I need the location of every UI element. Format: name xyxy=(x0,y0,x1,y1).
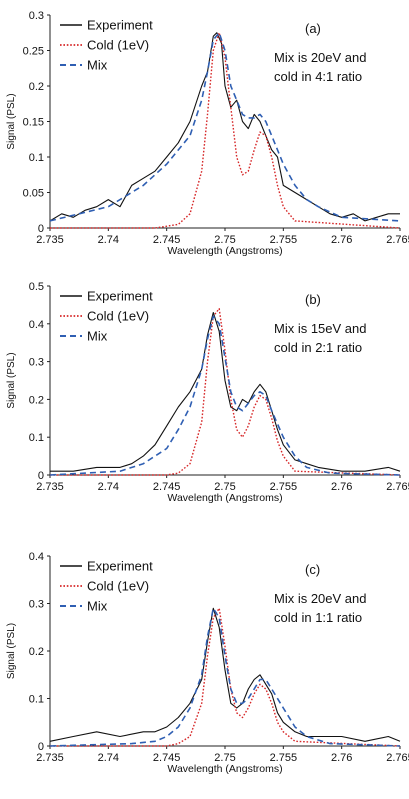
series-cold-1ev-line xyxy=(50,607,401,747)
series-mix-line xyxy=(49,31,401,222)
x-tick-label: 2.74 xyxy=(98,752,119,764)
y-tick-label: 0 xyxy=(38,223,44,235)
x-tick-label: 2.765 xyxy=(386,234,409,246)
x-tick-label: 2.75 xyxy=(214,481,235,493)
x-tick-label: 2.735 xyxy=(36,752,64,764)
series-experiment-line xyxy=(49,32,400,222)
y-tick-label: 0.2 xyxy=(29,394,44,406)
legend-entry: Experiment xyxy=(87,18,153,33)
x-tick-label: 2.745 xyxy=(153,234,181,246)
panel-label: (c) xyxy=(305,562,320,577)
y-tick-label: 0.4 xyxy=(29,551,44,563)
x-tick-label: 2.74 xyxy=(98,481,119,493)
x-tick-label: 2.76 xyxy=(331,752,352,764)
y-tick-label: 0.2 xyxy=(29,646,44,658)
annotation-text: cold in 1:1 ratio xyxy=(274,610,362,625)
x-tick-label: 2.755 xyxy=(270,481,298,493)
annotation-text: cold in 2:1 ratio xyxy=(274,340,362,355)
x-tick-label: 2.745 xyxy=(153,752,181,764)
chart-panel-a: 0 0.05 0.1 0.15 0.2 0.25 0.3 2.735 2.74 2.745 2.75… xyxy=(6,10,409,257)
y-tick-label: 0.05 xyxy=(23,188,44,200)
series-experiment-line xyxy=(50,311,401,472)
legend-entry: Experiment xyxy=(87,289,153,304)
panel-label: (b) xyxy=(305,292,321,307)
series-cold-1ev-line xyxy=(50,32,401,229)
y-tick-label: 0.5 xyxy=(29,281,44,293)
legend-entry: Cold (1eV) xyxy=(87,309,149,324)
series-cold-1ev-line xyxy=(50,308,401,476)
y-tick-label: 0.25 xyxy=(23,46,44,58)
y-tick-label: 0 xyxy=(38,470,44,482)
y-tick-label: 0.15 xyxy=(23,117,44,129)
annotation-text: Mix is 20eV and xyxy=(274,591,367,606)
y-tick-label: 0.3 xyxy=(29,357,44,369)
x-tick-label: 2.735 xyxy=(36,234,64,246)
x-tick-label: 2.74 xyxy=(98,234,119,246)
legend-entry: Cold (1eV) xyxy=(87,579,149,594)
y-tick-label: 0.4 xyxy=(29,319,44,331)
annotation-text: cold in 4:1 ratio xyxy=(274,69,362,84)
y-tick-label: 0.3 xyxy=(29,599,44,611)
y-tick-label: 0.2 xyxy=(29,81,44,93)
series-mix-line xyxy=(49,315,401,476)
x-tick-label: 2.76 xyxy=(331,481,352,493)
x-axis-label: Wavelength (Angstroms) xyxy=(167,245,282,257)
annotation-text: Mix is 15eV and xyxy=(274,321,367,336)
panel-label: (a) xyxy=(305,21,321,36)
x-tick-label: 2.745 xyxy=(153,481,181,493)
x-axis-label: Wavelength (Angstroms) xyxy=(167,492,282,504)
x-tick-label: 2.765 xyxy=(386,481,409,493)
chart-panel-c: 0 0.1 0.2 0.3 0.4 2.735 2.74 2.745 2.75 2.755 2.76… xyxy=(6,551,409,775)
y-axis-label: Signal (PSL) xyxy=(6,93,17,149)
x-tick-label: 2.755 xyxy=(270,752,298,764)
chart-panel-b: 0 0.1 0.2 0.3 0.4 0.5 2.735 2.74 2.745 2.75 2.755 2… xyxy=(6,281,409,504)
annotation-text: Mix is 20eV and xyxy=(274,50,367,65)
legend-entry: Cold (1eV) xyxy=(87,38,149,53)
x-tick-label: 2.75 xyxy=(214,234,235,246)
series-mix-line xyxy=(49,607,401,747)
y-tick-label: 0 xyxy=(38,741,44,753)
x-tick-label: 2.735 xyxy=(36,481,64,493)
y-tick-label: 0.1 xyxy=(29,694,44,706)
legend-entry: Mix xyxy=(87,599,108,614)
x-tick-label: 2.75 xyxy=(214,752,235,764)
legend-entry: Mix xyxy=(87,329,108,344)
x-tick-label: 2.765 xyxy=(386,752,409,764)
series-experiment-line xyxy=(49,607,401,742)
x-tick-label: 2.76 xyxy=(331,234,352,246)
legend-entry: Mix xyxy=(87,58,108,73)
y-axis-label: Signal (PSL) xyxy=(6,623,17,679)
y-axis-label: Signal (PSL) xyxy=(6,352,17,408)
x-tick-label: 2.755 xyxy=(270,234,298,246)
y-tick-label: 0.3 xyxy=(29,10,44,22)
x-axis-label: Wavelength (Angstroms) xyxy=(167,763,282,775)
legend-entry: Experiment xyxy=(87,559,153,574)
y-tick-label: 0.1 xyxy=(29,432,44,444)
y-tick-label: 0.1 xyxy=(29,152,44,164)
